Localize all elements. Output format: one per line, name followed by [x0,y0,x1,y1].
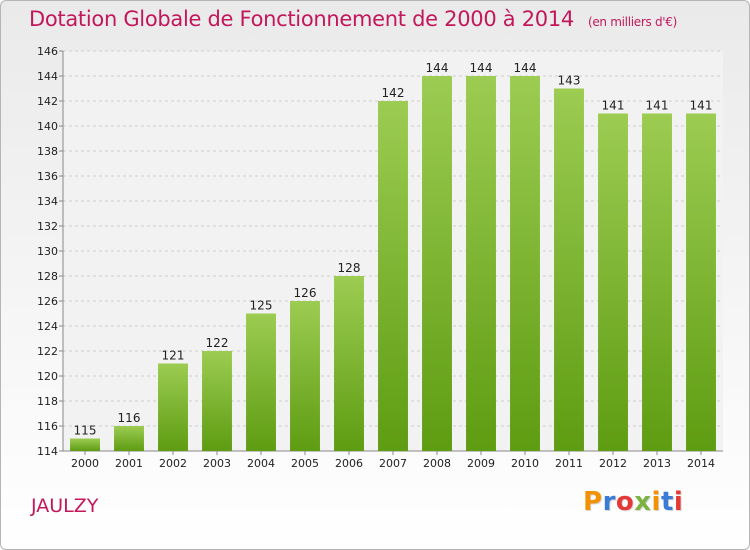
y-tick-label: 136 [37,170,58,183]
bar-value-label: 115 [74,424,97,438]
y-tick-label: 116 [37,420,58,433]
chart-title: Dotation Globale de Fonctionnement de 20… [29,7,677,31]
x-tick-label: 2007 [379,457,407,470]
y-tick-label: 142 [37,95,58,108]
y-tick-label: 144 [37,70,58,83]
x-tick-label: 2008 [423,457,451,470]
label-layer: 115 116 121 122 125 126 128 142 144 144 144 143 141 1… [74,61,713,438]
bar-2002 [158,363,188,451]
bar-2005 [290,301,320,451]
y-tick-label: 126 [37,295,58,308]
bar-2006 [334,276,364,451]
logo-letter: i [673,487,684,517]
bar-2011 [554,88,584,451]
chart-title-text: Dotation Globale de Fonctionnement de 20… [29,7,574,31]
commune-name: JAULZY [31,495,99,517]
logo-letter: o [615,487,635,517]
bar-2008 [422,76,452,451]
axis-layer: 114 116 118 120 122 124 126 128 130 132 134 136 138 1… [37,45,723,470]
proxiti-logo: Proxiti [583,487,683,517]
x-tick-label: 2014 [687,457,715,470]
bar-value-label: 116 [118,411,141,425]
bar-value-label: 126 [294,286,317,300]
bar-2001 [114,426,144,451]
y-tick-label: 122 [37,345,58,358]
y-tick-label: 128 [37,270,58,283]
bar-value-label: 144 [514,61,537,75]
bar-2000 [70,438,100,451]
x-tick-label: 2013 [643,457,671,470]
x-tick-label: 2009 [467,457,495,470]
x-tick-label: 2004 [247,457,275,470]
x-tick-label: 2006 [335,457,363,470]
bar-value-label: 142 [382,86,405,100]
bar-value-label: 141 [690,99,713,113]
x-tick-label: 2002 [159,457,187,470]
y-tick-label: 118 [37,395,58,408]
bar-value-label: 121 [162,349,185,363]
y-tick-label: 138 [37,145,58,158]
bar-2004 [246,313,276,451]
bar-value-label: 122 [206,336,229,350]
x-tick-label: 2001 [115,457,143,470]
y-tick-label: 120 [37,370,58,383]
logo-letter: t [660,487,674,517]
bar-2003 [202,351,232,451]
logo-letter: x [634,487,652,517]
y-tick-label: 134 [37,195,58,208]
bar-value-label: 125 [250,299,273,313]
bar-2007 [378,101,408,451]
y-tick-label: 130 [37,245,58,258]
y-tick-label: 132 [37,220,58,233]
bar-2013 [642,113,672,451]
y-tick-label: 114 [37,445,58,458]
x-tick-label: 2000 [71,457,99,470]
x-tick-label: 2012 [599,457,627,470]
x-tick-label: 2005 [291,457,319,470]
y-tick-label: 146 [37,45,58,58]
bar-value-label: 128 [338,261,361,275]
bar-2009 [466,76,496,451]
bar-value-label: 144 [426,61,449,75]
bar-layer [70,76,716,451]
bar-value-label: 141 [646,99,669,113]
y-tick-label: 140 [37,120,58,133]
logo-letter: r [602,487,616,517]
bar-value-label: 143 [558,74,581,88]
logo-letter: i [651,487,661,517]
x-tick-label: 2003 [203,457,231,470]
x-tick-label: 2011 [555,457,583,470]
chart-subtitle: (en milliers d'€) [587,15,677,29]
logo-letter: P [583,487,603,517]
bar-2010 [510,76,540,451]
y-tick-label: 124 [37,320,58,333]
x-tick-label: 2010 [511,457,539,470]
bar-value-label: 144 [470,61,493,75]
bar-2012 [598,113,628,451]
bar-2014 [686,113,716,451]
bar-value-label: 141 [602,99,625,113]
